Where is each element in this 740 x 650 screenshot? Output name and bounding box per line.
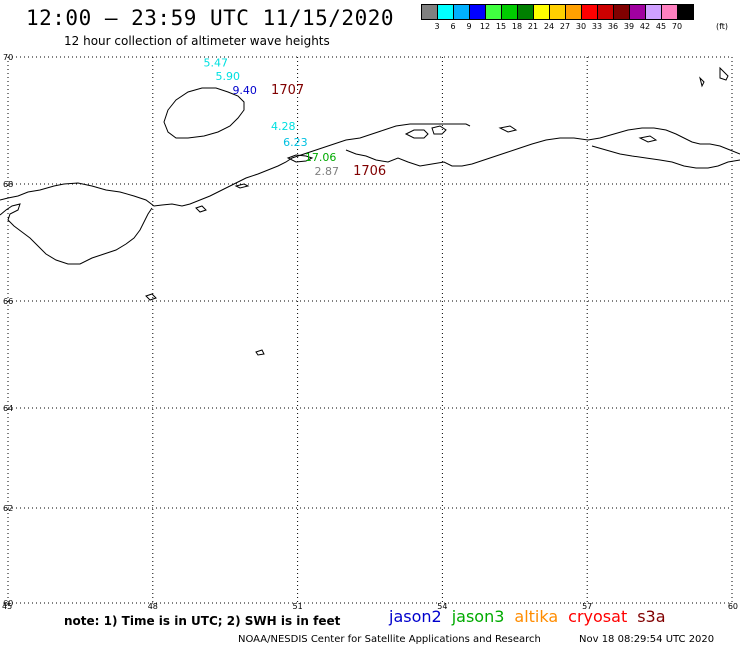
kolguev-island [163,87,245,139]
lon-tick-label: 60 [728,602,738,611]
color-scale-cell [581,4,598,20]
wave-height-label: 5.90 [216,70,241,83]
footer-note: note: 1) Time is in UTC; 2) SWH is in fe… [64,614,341,628]
color-scale-label: 27 [559,22,571,31]
wave-height-label: 5.47 [203,57,228,70]
island-10 [234,183,250,189]
lat-tick-label: 64 [3,404,13,413]
pass-id-label: 1706 [353,164,386,179]
color-scale-label: 3 [434,22,440,31]
island-4 [498,125,518,133]
color-scale-cell [501,4,518,20]
satellite-legend: jason2 jason3 altika cryosat s3a [389,607,666,626]
island-1 [286,154,314,163]
color-scale-cell [677,4,694,20]
coastline-main [0,123,471,207]
color-scale-label: 70 [671,22,683,31]
color-scale-label: 39 [623,22,635,31]
page-title: 12:00 – 23:59 UTC 11/15/2020 [26,6,395,30]
coastline-east-2 [591,145,740,169]
color-scale-label: 6 [450,22,456,31]
wave-height-label: 9.40 [232,84,257,97]
wave-height-labels: 5.475.909.40 4.28 6.23 17.062.87 [203,57,339,179]
color-scale-cell [549,4,566,20]
wave-height-label: 4.28 [271,120,296,133]
color-scale-label: 42 [639,22,651,31]
color-scale-label: 9 [466,22,472,31]
coastline-west [0,203,153,265]
wave-height-label: 17.06 [305,151,337,164]
color-scale-label: 24 [543,22,555,31]
pass-id-labels: 1707 1706 [271,83,386,179]
lon-tick-label: 45 [2,602,12,611]
color-scale-unit: (ft) [716,22,729,31]
color-scale-label: 18 [511,22,523,31]
color-scale-label: 36 [607,22,619,31]
color-scale-cell [421,4,438,20]
lon-tick-label: 54 [437,602,447,611]
color-scale-cell [469,4,486,20]
footer-credit: NOAA/NESDIS Center for Satellite Applica… [238,634,541,645]
lat-tick-label: 60 [3,599,13,608]
coastline-east [345,127,740,167]
satellite-legend-item: altika [514,607,559,626]
island-11 [195,205,207,213]
color-scale-cell [565,4,582,20]
lat-tick-label: 66 [3,297,13,306]
wave-height-label: 2.87 [314,165,339,178]
lat-tick-label: 70 [3,53,13,62]
color-scale-cell [645,4,662,20]
color-scale-cell [517,4,534,20]
color-scale-cell [661,4,678,20]
page-subtitle: 12 hour collection of altimeter wave hei… [64,34,330,48]
lon-tick-label: 51 [293,602,303,611]
lon-tick-label: 48 [148,602,158,611]
pass-id-label: 1707 [271,83,304,98]
color-scale-label: 12 [479,22,491,31]
color-scale-cell [533,4,550,20]
color-scale-cell [613,4,630,20]
color-scale-label: 30 [575,22,587,31]
color-scale-cell [597,4,614,20]
island-7 [255,349,265,356]
color-scale-cell [485,4,502,20]
color-scale-labels: 3 6 9 12 15 18 21 24 27 30 33 36 39 42 45 70 [421,22,740,34]
color-scale-cell [453,4,470,20]
color-scale-label: 33 [591,22,603,31]
color-scale-cell [629,4,646,20]
color-scale-cell [437,4,454,20]
color-scale-bar [421,4,694,20]
color-scale-label: 21 [527,22,539,31]
coastline [0,66,740,356]
color-scale-label: 15 [495,22,507,31]
satellite-legend-item: jason2 [389,607,442,626]
island-2 [404,129,429,139]
island-3 [431,125,447,135]
graticule [7,56,733,604]
satellite-legend-item: cryosat [568,607,628,626]
island-8 [719,66,729,81]
satellite-legend-item: s3a [637,607,666,626]
island-6 [145,293,157,301]
island-9 [699,76,705,88]
wave-height-label: 6.23 [283,136,308,149]
lat-tick-label: 68 [3,180,13,189]
lat-tick-label: 62 [3,504,13,513]
color-scale-label: 45 [655,22,667,31]
lon-tick-label: 57 [582,602,592,611]
island-5 [638,135,658,143]
footer-timestamp: Nov 18 08:29:54 UTC 2020 [579,634,715,645]
satellite-legend-item: jason3 [451,607,505,626]
